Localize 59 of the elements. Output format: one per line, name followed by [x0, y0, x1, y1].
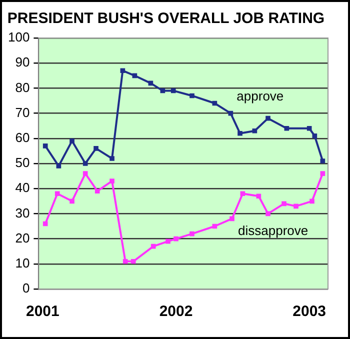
y-tick-label: 60	[15, 130, 30, 145]
point	[170, 88, 176, 94]
point	[266, 116, 270, 121]
point	[306, 126, 312, 131]
point	[132, 73, 138, 78]
point	[54, 191, 60, 196]
point	[82, 161, 88, 166]
point	[284, 126, 290, 131]
point	[110, 178, 114, 184]
y-tick-label: 30	[15, 205, 30, 220]
point	[122, 258, 128, 264]
y-tick-label: 20	[15, 230, 30, 246]
point	[252, 128, 258, 134]
y-tick-label: 100	[8, 30, 30, 45]
point	[42, 144, 48, 148]
point	[238, 130, 242, 136]
point	[174, 236, 178, 242]
y-tick-label: 90	[15, 54, 30, 70]
y-tick-label: 80	[15, 80, 30, 95]
point	[256, 194, 262, 199]
point	[150, 244, 156, 249]
series-label: approve	[236, 88, 284, 104]
y-tick-label: 70	[15, 104, 30, 120]
point	[70, 138, 74, 144]
series-label: dissapprove	[238, 222, 308, 238]
point	[94, 188, 100, 194]
point	[320, 158, 326, 164]
point	[94, 146, 98, 151]
y-tick-label: 0	[22, 280, 30, 296]
point	[294, 204, 298, 209]
chart-title: PRESIDENT BUSH'S OVERALL JOB RATING	[7, 10, 325, 28]
point	[312, 133, 318, 138]
point	[212, 100, 218, 106]
point	[282, 201, 286, 206]
point	[148, 80, 154, 86]
x-tick-label: 2002	[159, 303, 193, 320]
point	[70, 198, 74, 204]
point	[190, 93, 194, 98]
point	[310, 198, 314, 204]
point	[110, 156, 114, 161]
point	[166, 238, 170, 244]
point	[230, 216, 234, 222]
point	[120, 68, 126, 74]
point	[56, 164, 62, 168]
y-tick-label: 40	[15, 180, 30, 196]
point	[240, 191, 246, 196]
point	[320, 171, 326, 176]
x-tick-label: 2001	[26, 303, 60, 320]
point	[130, 258, 136, 264]
y-tick-label: 50	[15, 155, 30, 170]
x-tick-label: 2003	[292, 303, 326, 320]
point	[212, 224, 218, 229]
y-tick-label: 10	[15, 255, 30, 270]
point	[190, 231, 194, 236]
point	[160, 88, 166, 94]
point	[42, 221, 48, 226]
point	[82, 171, 88, 176]
point	[228, 110, 234, 116]
point	[266, 211, 270, 216]
